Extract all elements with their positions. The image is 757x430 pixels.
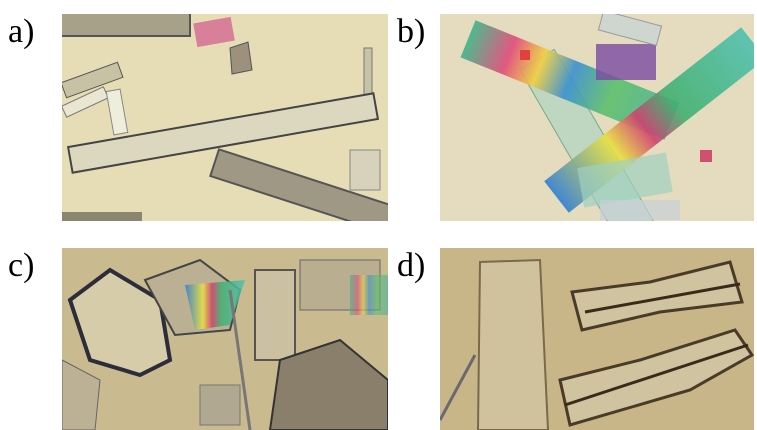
micrograph-b — [440, 11, 757, 278]
figure: a) b) c) d) — [0, 0, 757, 430]
panel-label: c) — [8, 247, 34, 284]
micrograph-c — [62, 248, 388, 430]
page: {"panels": [{"label": "a)"}, {"label": "… — [0, 0, 757, 430]
micrograph-d — [440, 248, 754, 430]
panel-label: d) — [397, 247, 425, 284]
panel-label: a) — [8, 13, 34, 50]
panel-label: b) — [397, 13, 425, 50]
micrograph-a — [60, 12, 400, 235]
